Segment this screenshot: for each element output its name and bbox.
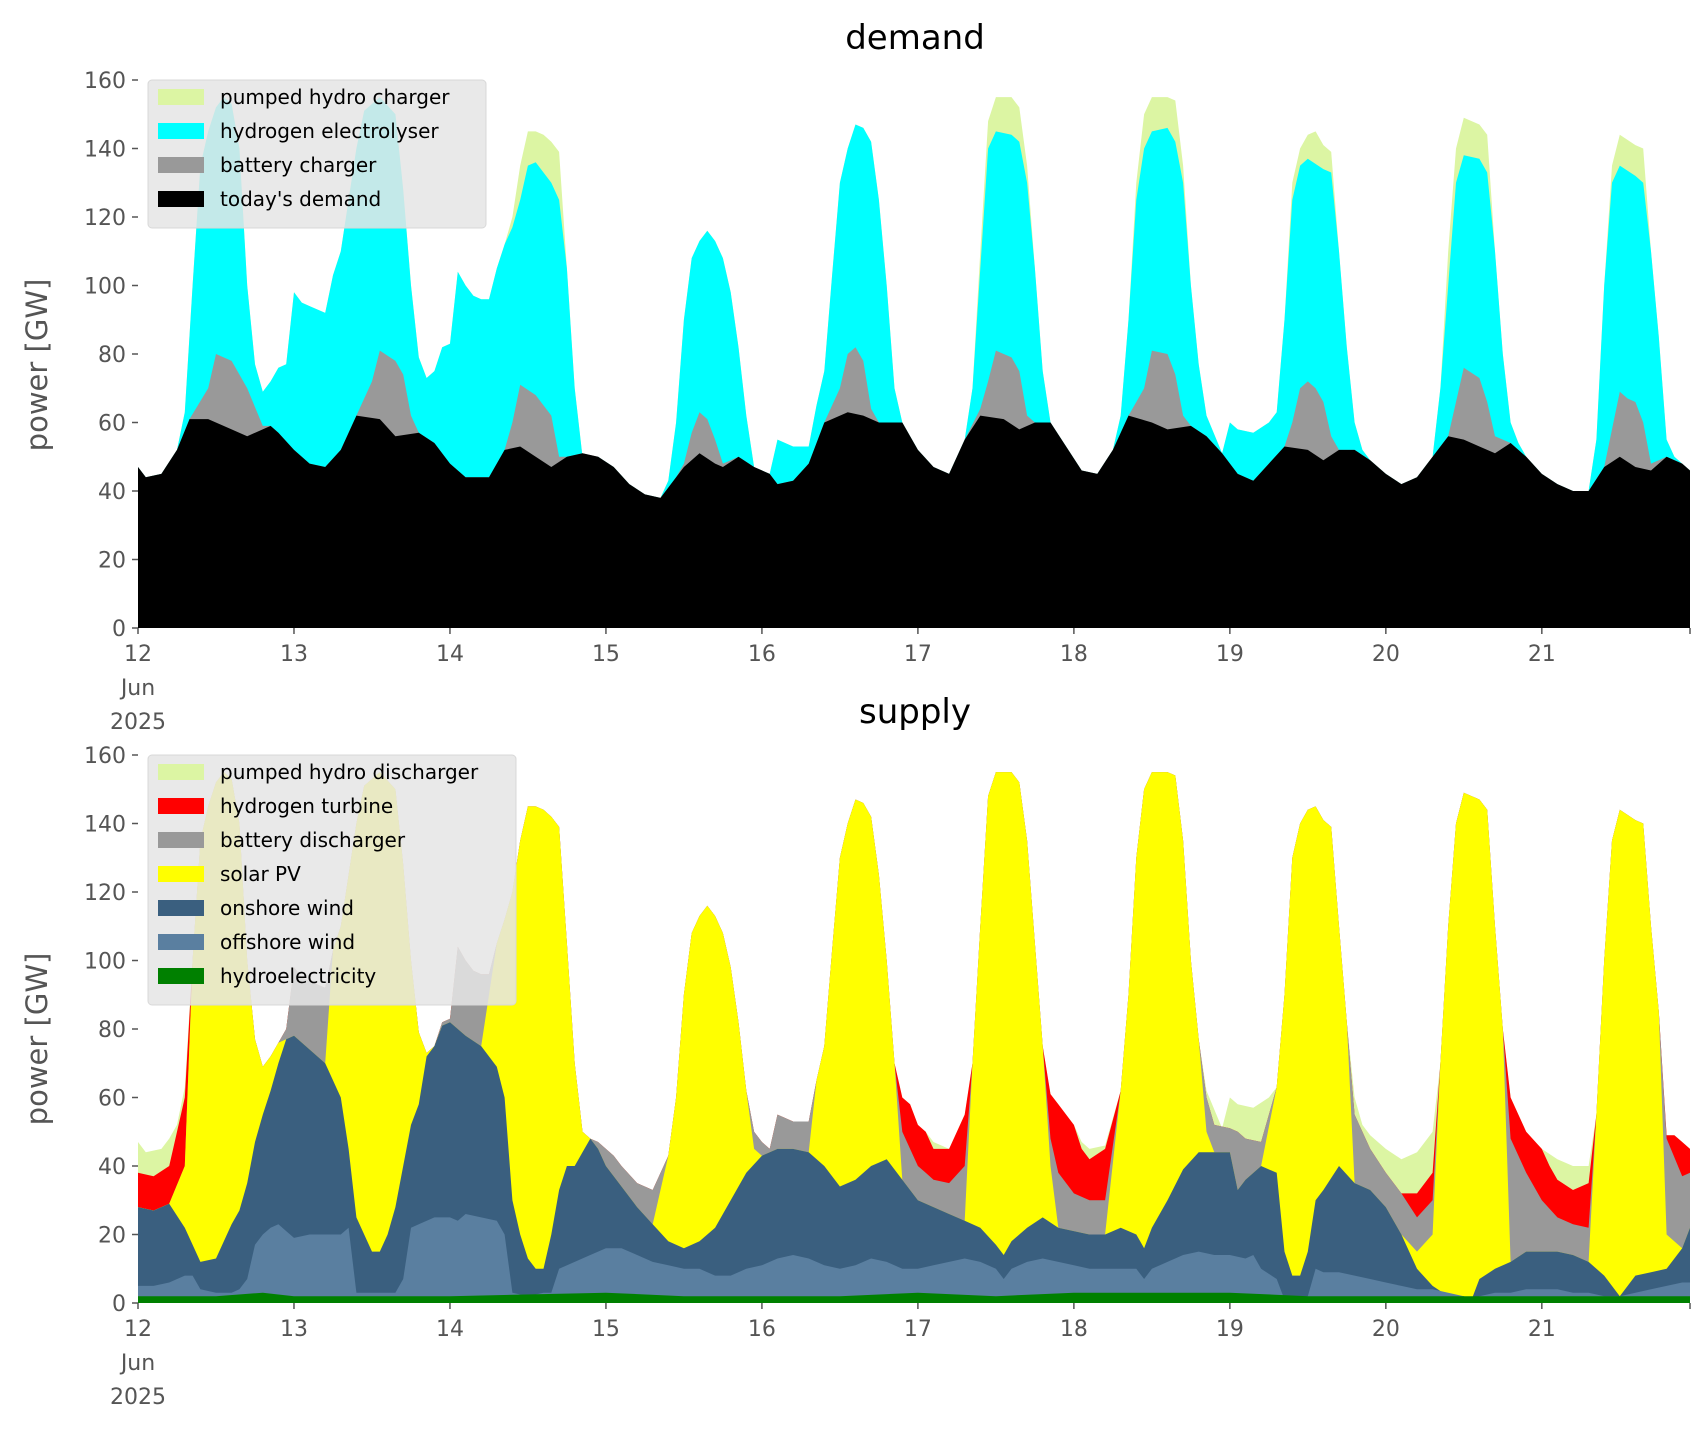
y-tick-label: 40 [98,1155,126,1180]
legend-label: hydrogen turbine [220,794,393,818]
y-tick-label: 20 [98,1224,126,1249]
area-today-s-demand [138,412,1690,628]
y-tick-label: 160 [84,744,126,769]
x-tick-label: 20 [1372,642,1400,667]
area-series-group [138,97,1690,629]
legend-label: solar PV [220,862,301,886]
legend-swatch [158,798,204,814]
legend-label: onshore wind [220,896,354,920]
x-tick-label: 13 [280,1317,308,1342]
chart-title: demand [845,18,985,58]
y-tick-label: 20 [98,549,126,574]
y-tick-label: 80 [98,1018,126,1043]
legend-box [147,754,517,1006]
legend-swatch [158,123,204,139]
x-tick-label: 17 [904,1317,932,1342]
x-tick-label: 16 [748,642,776,667]
legend-swatch [158,89,204,105]
legend-label: hydroelectricity [220,964,376,988]
y-tick-label: 0 [112,617,126,642]
legend-label: pumped hydro charger [220,85,450,109]
y-axis-label: power [GW] [20,953,54,1126]
demand-chart: demand power [GW] 020406080100120140160 … [20,18,1691,735]
legend-swatch [158,764,204,780]
legend-swatch [158,934,204,950]
area-offshore-wind [138,1214,1690,1303]
x-axis: 12 Jun 2025 13 14 15 16 17 18 19 20 21 [110,628,1691,735]
x-tick-label: 17 [904,642,932,667]
y-tick-label: 0 [112,1292,126,1317]
y-tick-label: 140 [84,138,126,163]
x-tick-label: 14 [436,642,464,667]
x-tick-label: 20 [1372,1317,1400,1342]
x-tick-label: 14 [436,1317,464,1342]
y-axis: 0 20 40 60 80 100 120 140 160 [84,69,138,642]
legend: pumped hydro charger hydrogen electrolyse… [147,79,487,229]
legend-label: battery charger [220,153,377,177]
legend-label: today's demand [220,187,381,211]
x-tick-label: 13 [280,642,308,667]
legend-label: offshore wind [220,930,355,954]
x-tick-label: 18 [1060,642,1088,667]
y-tick-label: 120 [84,206,126,231]
x-tick-label: 21 [1528,642,1556,667]
supply-chart: supply power [GW] 020406080100120140160 … [20,692,1691,1410]
y-axis: 0 20 40 60 80 100 120 140 160 [84,744,138,1317]
y-tick-label: 60 [98,412,126,437]
area-series-group [138,772,1690,1303]
legend-swatch [158,191,204,207]
y-tick-label: 100 [84,275,126,300]
legend-label: battery discharger [220,828,406,852]
x-tick-label: 18 [1060,1317,1088,1342]
y-tick-label: 160 [84,69,126,94]
x-tick-label: 15 [592,642,620,667]
x-tick-label: 19 [1216,1317,1244,1342]
legend-swatch [158,968,204,984]
legend-swatch [158,866,204,882]
legend-label: pumped hydro discharger [220,760,479,784]
y-tick-label: 120 [84,881,126,906]
legend: pumped hydro discharger hydrogen turbine b… [147,754,517,1006]
y-tick-label: 140 [84,813,126,838]
y-tick-label: 40 [98,480,126,505]
x-tick-label: 15 [592,1317,620,1342]
legend-swatch [158,900,204,916]
legend-swatch [158,832,204,848]
x-tick-label: 19 [1216,642,1244,667]
chart-title: supply [859,692,971,732]
legend-box [147,79,487,229]
area-hydroelectricity [138,1292,1690,1303]
y-tick-label: 80 [98,343,126,368]
y-tick-label: 60 [98,1087,126,1112]
legend-label: hydrogen electrolyser [220,119,439,143]
x-axis: 12 Jun 2025 13 14 15 16 17 18 19 20 21 [110,1303,1691,1410]
x-tick-label: 12 Jun 2025 [110,642,166,735]
area-solar-pv [138,772,1690,1303]
legend-swatch [158,157,204,173]
y-tick-label: 100 [84,950,126,975]
x-tick-label: 21 [1528,1317,1556,1342]
x-tick-label: 12 Jun 2025 [110,1317,166,1410]
y-axis-label: power [GW] [20,279,54,452]
x-tick-label: 16 [748,1317,776,1342]
